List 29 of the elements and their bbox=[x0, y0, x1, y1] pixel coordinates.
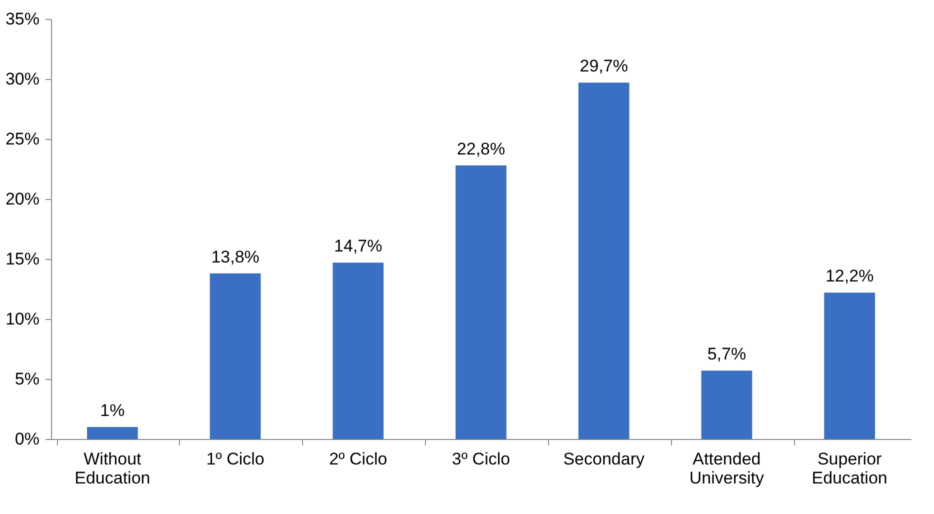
bar bbox=[86, 427, 138, 439]
data-label: 22,8% bbox=[456, 139, 506, 158]
y-tick-label: 20% bbox=[5, 190, 40, 208]
x-tick-label: 3º Ciclo bbox=[452, 450, 510, 468]
x-tick-label: 2º Ciclo bbox=[329, 450, 388, 468]
x-tick-label: Secondary bbox=[563, 450, 645, 468]
data-label: 12,2% bbox=[825, 266, 874, 286]
bar bbox=[456, 165, 506, 439]
x-tick-label: 1º Ciclo bbox=[206, 450, 264, 468]
bar bbox=[332, 262, 384, 439]
y-tick-label: 0% bbox=[14, 430, 40, 448]
data-label: 5,7% bbox=[707, 344, 746, 364]
y-tick-label: 15% bbox=[5, 250, 40, 268]
x-tick-label: Without Education bbox=[74, 450, 150, 488]
data-label: 14,7% bbox=[334, 236, 382, 256]
y-tick-label: 5% bbox=[14, 370, 40, 388]
y-tick-label: 30% bbox=[5, 70, 40, 88]
data-label: 13,8% bbox=[211, 247, 260, 266]
bar bbox=[578, 82, 630, 439]
y-tick-label: 10% bbox=[5, 310, 40, 328]
x-tick-label: Superior Education bbox=[812, 450, 888, 488]
bar bbox=[701, 370, 752, 439]
data-label: 1% bbox=[100, 401, 125, 420]
data-label: 29,7% bbox=[580, 56, 628, 76]
x-tick-label: Attended University bbox=[689, 450, 765, 488]
bar bbox=[210, 273, 261, 439]
y-tick-label: 25% bbox=[5, 130, 40, 148]
y-tick-label: 35% bbox=[5, 10, 40, 28]
bar bbox=[824, 292, 876, 439]
